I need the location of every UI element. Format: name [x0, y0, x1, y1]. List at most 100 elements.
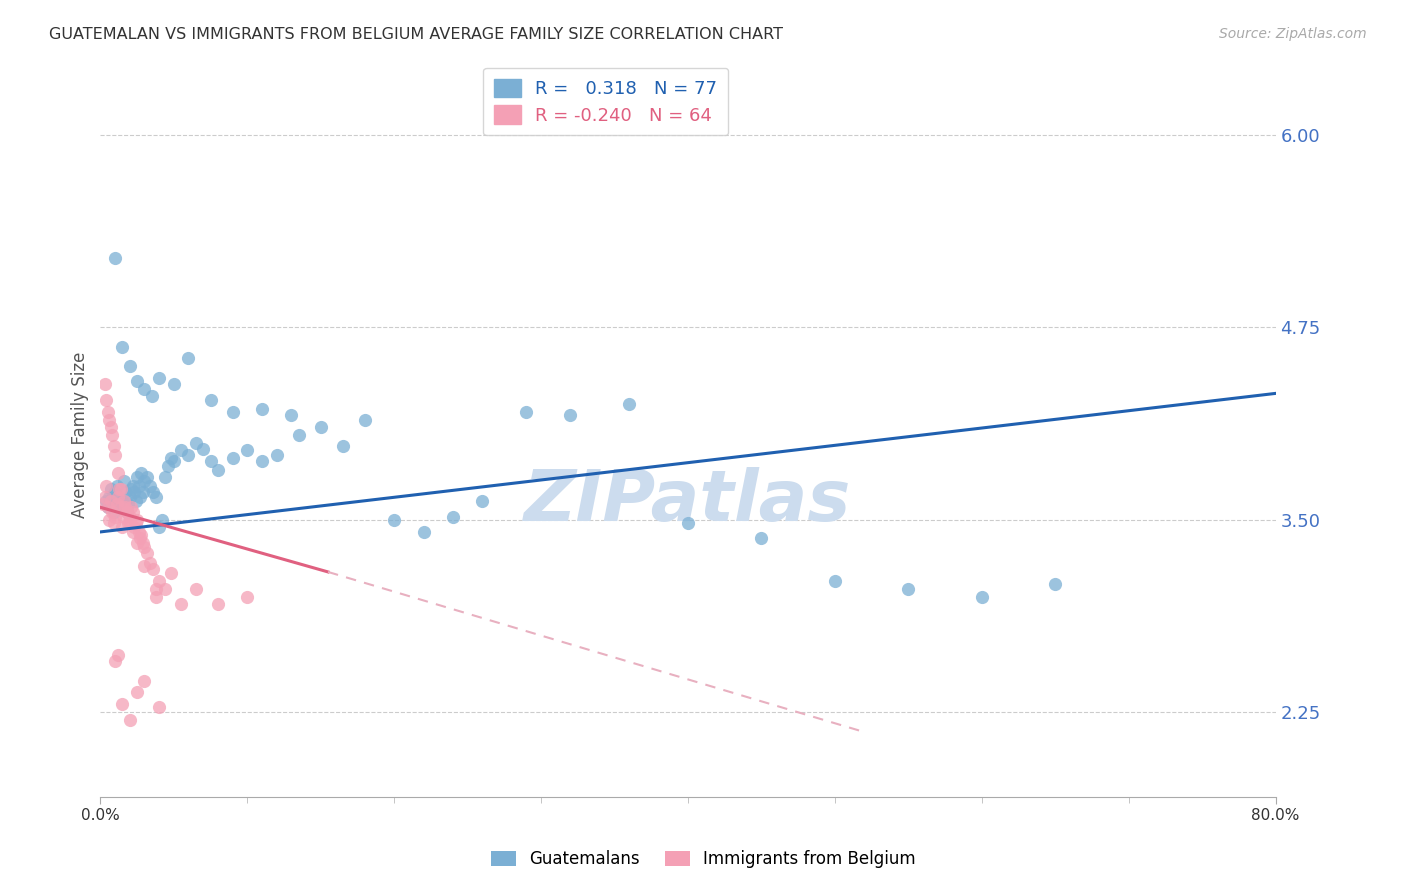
Point [160, 566, 183, 581]
Point [98, 490, 121, 504]
Point [221, 450, 243, 465]
Point [110, 500, 132, 515]
Point [117, 497, 139, 511]
Point [177, 448, 200, 462]
Point [100, 482, 122, 496]
Point [236, 443, 259, 458]
Point [118, 516, 141, 530]
Point [122, 484, 145, 499]
Point [97, 500, 120, 515]
Point [163, 454, 186, 468]
Point [156, 458, 179, 473]
Point [148, 371, 170, 385]
Point [163, 377, 186, 392]
Point [103, 505, 125, 519]
Point [142, 562, 165, 576]
Point [471, 494, 494, 508]
Point [100, 420, 122, 434]
Point [118, 713, 141, 727]
Point [94, 490, 117, 504]
Y-axis label: Average Family Size: Average Family Size [72, 351, 89, 518]
Point [114, 484, 136, 499]
Point [118, 359, 141, 373]
Point [131, 467, 153, 481]
Point [104, 251, 127, 265]
Point [332, 439, 354, 453]
Point [105, 497, 128, 511]
Point [108, 497, 131, 511]
Point [128, 479, 150, 493]
Point [111, 520, 134, 534]
Point [148, 520, 170, 534]
Point [107, 467, 129, 481]
Legend: Guatemalans, Immigrants from Belgium: Guatemalans, Immigrants from Belgium [484, 844, 922, 875]
Point [676, 516, 699, 530]
Point [129, 531, 152, 545]
Point [184, 582, 207, 596]
Point [104, 654, 127, 668]
Point [897, 582, 920, 596]
Point [560, 408, 582, 422]
Point [98, 513, 121, 527]
Point [412, 524, 434, 539]
Point [148, 574, 170, 589]
Point [153, 469, 176, 483]
Point [128, 524, 150, 539]
Point [170, 597, 193, 611]
Point [115, 505, 138, 519]
Point [134, 382, 156, 396]
Point [103, 516, 125, 530]
Point [193, 442, 215, 456]
Point [441, 509, 464, 524]
Point [207, 463, 229, 477]
Point [250, 454, 273, 468]
Point [124, 494, 146, 508]
Point [200, 454, 222, 468]
Point [141, 389, 163, 403]
Point [107, 648, 129, 662]
Point [104, 509, 127, 524]
Text: GUATEMALAN VS IMMIGRANTS FROM BELGIUM AVERAGE FAMILY SIZE CORRELATION CHART: GUATEMALAN VS IMMIGRANTS FROM BELGIUM AV… [49, 27, 783, 42]
Point [112, 509, 135, 524]
Point [125, 685, 148, 699]
Point [970, 590, 993, 604]
Point [97, 500, 120, 515]
Point [94, 377, 117, 392]
Point [250, 401, 273, 416]
Point [117, 516, 139, 530]
Point [1045, 577, 1067, 591]
Point [132, 484, 155, 499]
Point [98, 412, 121, 426]
Point [145, 590, 167, 604]
Point [139, 556, 162, 570]
Point [145, 490, 167, 504]
Point [107, 490, 129, 504]
Point [280, 408, 302, 422]
Point [382, 513, 405, 527]
Point [266, 448, 288, 462]
Point [309, 420, 332, 434]
Point [136, 469, 159, 483]
Point [134, 474, 156, 488]
Legend: R =   0.318   N = 77, R = -0.240   N = 64: R = 0.318 N = 77, R = -0.240 N = 64 [484, 68, 728, 136]
Point [125, 535, 148, 549]
Point [153, 582, 176, 596]
Point [129, 490, 152, 504]
Point [97, 405, 120, 419]
Point [107, 490, 129, 504]
Point [134, 541, 156, 555]
Point [136, 546, 159, 560]
Point [105, 479, 128, 493]
Point [101, 428, 124, 442]
Point [121, 524, 143, 539]
Point [139, 479, 162, 493]
Point [111, 698, 134, 712]
Point [100, 494, 122, 508]
Point [96, 479, 118, 493]
Point [125, 513, 148, 527]
Point [145, 582, 167, 596]
Point [114, 500, 136, 515]
Text: ZIPatlas: ZIPatlas [524, 467, 852, 535]
Point [125, 374, 148, 388]
Point [515, 405, 537, 419]
